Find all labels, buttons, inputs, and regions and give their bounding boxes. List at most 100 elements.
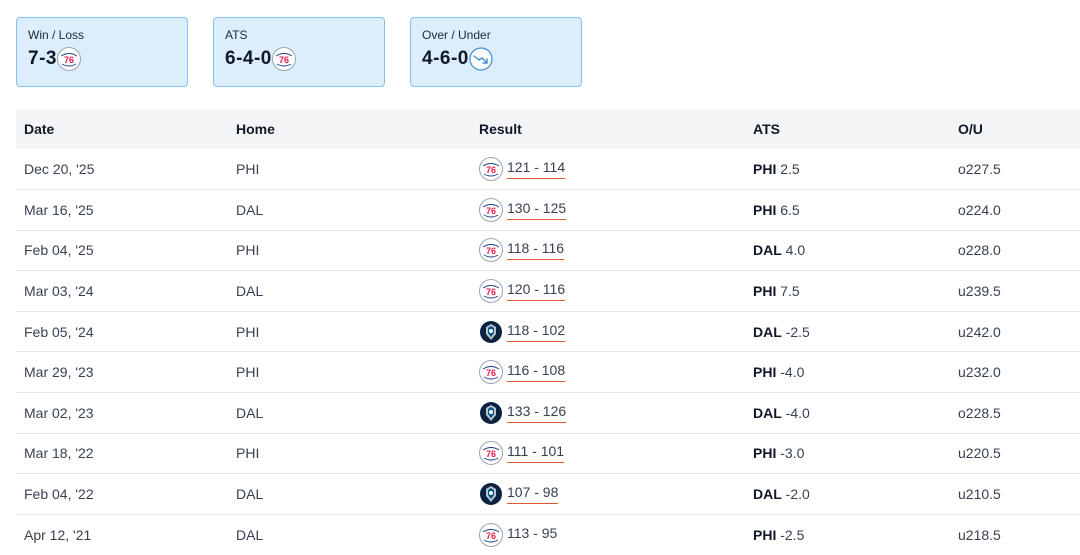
- table-row: Mar 18, '22 PHI 76 111 - 101 PHI -3.0 u220.5: [16, 433, 1080, 474]
- cell-ou: u242.0: [958, 323, 1001, 340]
- cell-result: 76 113 - 95: [471, 514, 745, 555]
- cell-date: Mar 16, '25: [24, 201, 94, 218]
- 76ers-logo-icon: 76: [479, 441, 503, 466]
- ats-line: 7.5: [780, 283, 800, 300]
- cell-home: PHI: [236, 364, 260, 381]
- cell-result: 118 - 102: [471, 311, 745, 352]
- ats-line: -2.0: [785, 486, 810, 503]
- cell-ats: PHI 2.5: [745, 149, 950, 190]
- ats-line: -4.0: [785, 404, 810, 421]
- svg-text:76: 76: [486, 246, 496, 256]
- cell-ats: PHI -3.0: [745, 433, 950, 474]
- cell-ou: u210.5: [958, 486, 1001, 503]
- header-ou[interactable]: O/U: [958, 121, 983, 137]
- cell-home: DAL: [236, 486, 264, 503]
- 76ers-logo-icon: 76: [479, 279, 503, 304]
- cell-ou: o224.0: [958, 201, 1001, 218]
- ats-team: PHI: [753, 445, 777, 462]
- 76ers-logo-icon: 76: [479, 238, 503, 263]
- score-link[interactable]: 121 - 114: [507, 159, 566, 180]
- cell-date: Mar 03, '24: [24, 283, 94, 300]
- over-under-label: Over / Under: [422, 28, 491, 42]
- score-link[interactable]: 118 - 102: [507, 322, 566, 342]
- summary-cards: Win / Loss 7-3 76 ATS 6-4-0 76: [16, 17, 582, 87]
- cell-home: PHI: [236, 242, 260, 259]
- table-header-row: Date Home Result ATS O/U: [16, 109, 1080, 149]
- score-link[interactable]: 116 - 108: [507, 362, 566, 383]
- score-link[interactable]: 130 - 125: [507, 200, 567, 220]
- table-row: Mar 03, '24 DAL 76 120 - 116 PHI 7.5 u239.5: [16, 271, 1080, 312]
- cell-result: 133 - 126: [471, 393, 745, 434]
- 76ers-logo-icon: 76: [479, 522, 503, 547]
- ats-line: -2.5: [780, 526, 805, 543]
- cell-ats: DAL 4.0: [745, 230, 950, 271]
- cell-result: 107 - 98: [471, 474, 745, 515]
- cell-ou: u232.0: [958, 364, 1001, 381]
- over-under-card: Over / Under 4-6-0: [410, 17, 582, 87]
- ats-team: PHI: [753, 364, 777, 381]
- ats-team: PHI: [753, 283, 777, 300]
- cell-result: 76 116 - 108: [471, 352, 745, 393]
- header-home[interactable]: Home: [236, 121, 275, 137]
- score-link[interactable]: 113 - 95: [507, 525, 558, 542]
- ats-label: ATS: [225, 28, 248, 42]
- table-row: Feb 04, '22 DAL 107 - 98 DAL -2.0 u210.5: [16, 474, 1080, 515]
- cell-result: 76 118 - 116: [471, 230, 745, 271]
- cell-ou: o228.5: [958, 404, 1001, 421]
- 76ers-logo-icon: 76: [271, 47, 296, 71]
- score-link[interactable]: 107 - 98: [507, 484, 559, 505]
- cell-ou: u239.5: [958, 283, 1001, 300]
- ats-line: 2.5: [780, 161, 800, 178]
- trending-down-icon: [469, 47, 493, 71]
- svg-text:76: 76: [486, 531, 496, 541]
- ats-line: -3.0: [780, 445, 805, 462]
- cell-date: Mar 18, '22: [24, 445, 94, 462]
- svg-text:76: 76: [486, 287, 496, 297]
- ats-team: DAL: [753, 242, 782, 259]
- score-link[interactable]: 118 - 116: [507, 240, 565, 261]
- ats-team: DAL: [753, 404, 782, 421]
- cell-ats: PHI 7.5: [745, 271, 950, 312]
- score-link[interactable]: 120 - 116: [507, 281, 566, 302]
- cell-ats: DAL -4.0: [745, 393, 950, 434]
- table-row: Apr 12, '21 DAL 76 113 - 95 PHI -2.5 u218.5: [16, 514, 1080, 555]
- mavericks-logo-icon: [479, 401, 503, 425]
- cell-home: DAL: [236, 283, 264, 300]
- header-result[interactable]: Result: [479, 121, 522, 137]
- cell-ats: PHI -4.0: [745, 352, 950, 393]
- cell-ou: u220.5: [958, 445, 1001, 462]
- results-table: Date Home Result ATS O/U Dec 20, '25 PHI 7…: [16, 109, 1080, 555]
- ats-team: DAL: [753, 323, 782, 340]
- cell-ou: u218.5: [958, 526, 1001, 543]
- ats-team: DAL: [753, 486, 782, 503]
- svg-text:76: 76: [279, 55, 289, 65]
- 76ers-logo-icon: 76: [479, 157, 503, 182]
- cell-result: 76 120 - 116: [471, 271, 745, 312]
- svg-text:76: 76: [486, 449, 496, 459]
- table-row: Dec 20, '25 PHI 76 121 - 114 PHI 2.5 o227.5: [16, 149, 1080, 190]
- cell-result: 76 121 - 114: [471, 149, 745, 190]
- ats-line: 6.5: [780, 201, 800, 218]
- header-date[interactable]: Date: [24, 121, 55, 137]
- header-ats[interactable]: ATS: [753, 121, 780, 137]
- ats-line: -4.0: [780, 364, 805, 381]
- 76ers-logo-icon: 76: [56, 47, 81, 71]
- table-row: Feb 04, '25 PHI 76 118 - 116 DAL 4.0 o228.0: [16, 230, 1080, 271]
- table-row: Mar 16, '25 DAL 76 130 - 125 PHI 6.5 o224.0: [16, 190, 1080, 231]
- cell-ats: DAL -2.0: [745, 474, 950, 515]
- win-loss-label: Win / Loss: [28, 28, 85, 42]
- table-row: Mar 29, '23 PHI 76 116 - 108 PHI -4.0 u232.0: [16, 352, 1080, 393]
- ats-value: 6-4-0: [225, 48, 272, 69]
- table-row: Feb 05, '24 PHI 118 - 102 DAL -2.5 u242.0: [16, 311, 1080, 352]
- table-row: Mar 02, '23 DAL 133 - 126 DAL -4.0 o228.5: [16, 393, 1080, 434]
- cell-date: Mar 29, '23: [24, 364, 94, 381]
- score-link[interactable]: 133 - 126: [507, 403, 567, 423]
- svg-text:76: 76: [64, 55, 74, 65]
- score-link[interactable]: 111 - 101: [507, 443, 565, 464]
- cell-date: Dec 20, '25: [24, 161, 95, 178]
- cell-home: PHI: [236, 323, 260, 340]
- cell-date: Mar 02, '23: [24, 404, 94, 421]
- ats-team: PHI: [753, 526, 777, 543]
- cell-ats: PHI 6.5: [745, 190, 950, 231]
- cell-home: DAL: [236, 201, 264, 218]
